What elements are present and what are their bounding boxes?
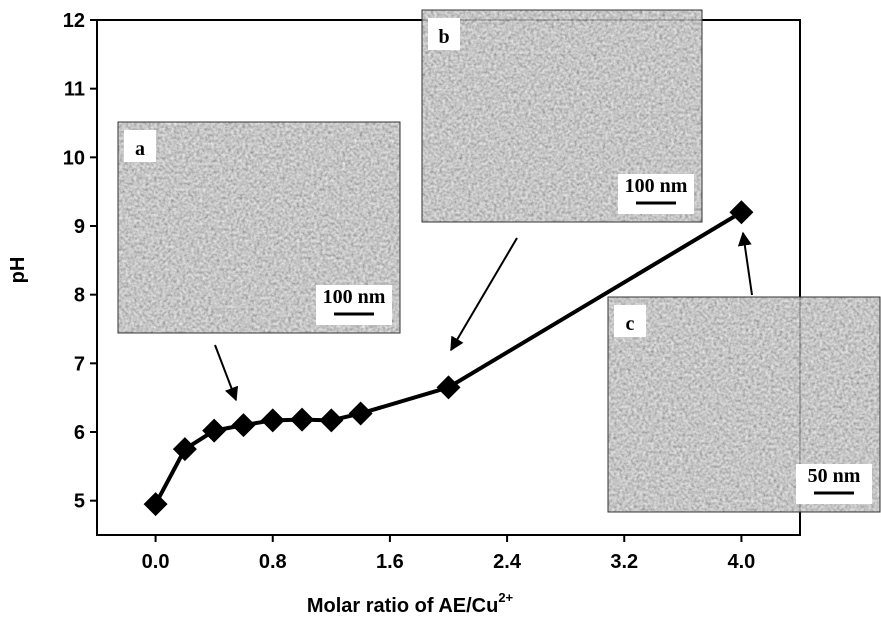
y-tick-label: 5 xyxy=(74,491,85,513)
y-tick-label: 6 xyxy=(74,422,85,444)
marker xyxy=(261,408,285,432)
x-tick-label: 0.0 xyxy=(142,551,170,573)
x-tick-label: 4.0 xyxy=(728,551,756,573)
scale-bar-label: 50 nm xyxy=(808,465,861,487)
marker xyxy=(231,413,255,437)
insets: a 100 nm b 100 nm c 50 nm xyxy=(118,10,880,512)
x-tick-label: 1.6 xyxy=(376,551,404,573)
arrow xyxy=(215,345,236,400)
y-axis-label: pH xyxy=(7,257,29,284)
x-label-text: Molar ratio of AE/Cu xyxy=(307,595,498,617)
scale-bar-label: 100 nm xyxy=(323,286,386,308)
y-tick-label: 12 xyxy=(63,10,85,32)
y-tick-label: 10 xyxy=(63,147,85,169)
marker xyxy=(729,200,753,224)
x-tick-label: 2.4 xyxy=(493,551,522,573)
marker xyxy=(173,437,197,461)
y-tick-label: 7 xyxy=(74,353,85,375)
arrow xyxy=(451,238,517,350)
inset-label: b xyxy=(438,26,449,48)
inset-label: a xyxy=(135,138,145,160)
y-tick-label: 9 xyxy=(74,216,85,238)
marker xyxy=(319,408,343,432)
arrow xyxy=(743,233,752,295)
scale-bar-label: 100 nm xyxy=(625,175,688,197)
marker xyxy=(202,419,226,443)
marker xyxy=(349,401,373,425)
inset-label: c xyxy=(626,313,635,335)
y-tick-label: 8 xyxy=(74,285,85,307)
x-axis-label: Molar ratio of AE/Cu2+ xyxy=(307,590,514,617)
marker xyxy=(290,408,314,432)
marker xyxy=(437,375,461,399)
y-tick-label: 11 xyxy=(64,79,85,101)
x-tick-label: 0.8 xyxy=(259,551,287,573)
x-label-sup: 2+ xyxy=(498,590,513,605)
chart: 5 6 7 8 9 10 11 12 0.0 0.8 1.6 2.4 3.2 4.0 Molar rati… xyxy=(0,0,881,623)
x-tick-label: 3.2 xyxy=(610,551,638,573)
marker xyxy=(144,492,168,516)
